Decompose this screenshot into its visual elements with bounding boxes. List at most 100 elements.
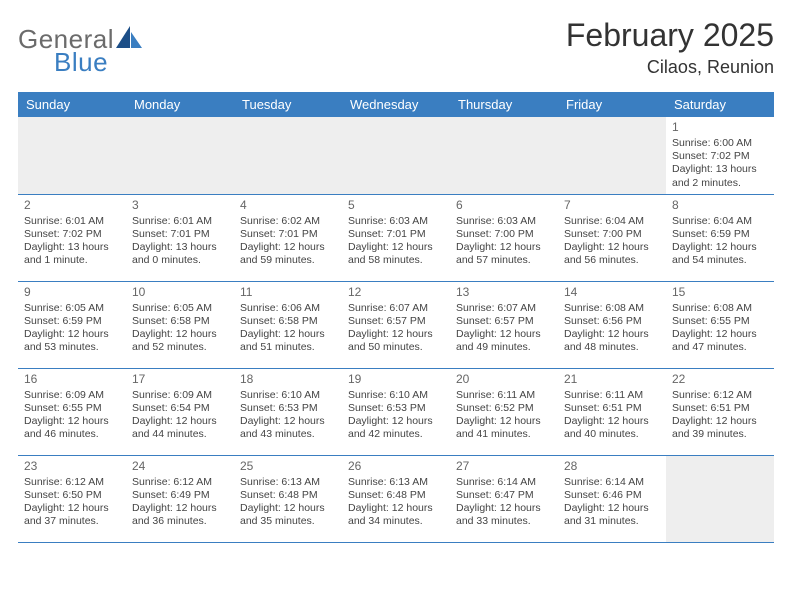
day-number: 9 <box>24 285 120 300</box>
daylight-text: Daylight: 12 hours and 53 minutes. <box>24 328 120 354</box>
sunrise-text: Sunrise: 6:09 AM <box>132 389 228 402</box>
location: Cilaos, Reunion <box>566 57 774 78</box>
daylight-text: Daylight: 13 hours and 0 minutes. <box>132 241 228 267</box>
dayhead-monday: Monday <box>126 92 234 117</box>
day-number: 17 <box>132 372 228 387</box>
day-number: 3 <box>132 198 228 213</box>
daylight-text: Daylight: 12 hours and 59 minutes. <box>240 241 336 267</box>
calendar-cell: 15Sunrise: 6:08 AMSunset: 6:55 PMDayligh… <box>666 282 774 368</box>
dayhead-tuesday: Tuesday <box>234 92 342 117</box>
sunset-text: Sunset: 7:02 PM <box>672 150 768 163</box>
calendar-cell: 9Sunrise: 6:05 AMSunset: 6:59 PMDaylight… <box>18 282 126 368</box>
daylight-text: Daylight: 12 hours and 54 minutes. <box>672 241 768 267</box>
sunset-text: Sunset: 6:56 PM <box>564 315 660 328</box>
calendar-cell: 2Sunrise: 6:01 AMSunset: 7:02 PMDaylight… <box>18 195 126 281</box>
day-number: 25 <box>240 459 336 474</box>
calendar-week: 2 Sunrise: 6:01 AMSunset: 7:02 PM Daylight… <box>18 195 774 282</box>
daylight-text: Daylight: 12 hours and 49 minutes. <box>456 328 552 354</box>
sunset-text: Sunset: 6:51 PM <box>564 402 660 415</box>
calendar-cell: 16Sunrise: 6:09 AMSunset: 6:55 PMDayligh… <box>18 369 126 455</box>
calendar-cell: 25Sunrise: 6:13 AMSunset: 6:48 PMDayligh… <box>234 456 342 542</box>
sunset-text: Sunset: 6:57 PM <box>456 315 552 328</box>
logo-text-blue: Blue <box>54 47 142 78</box>
daylight-text: Daylight: 12 hours and 47 minutes. <box>672 328 768 354</box>
calendar-day-headers: Sunday Monday Tuesday Wednesday Thursday… <box>18 92 774 117</box>
sunrise-text: Sunrise: 6:10 AM <box>348 389 444 402</box>
calendar-cell: 27Sunrise: 6:14 AMSunset: 6:47 PMDayligh… <box>450 456 558 542</box>
sunrise-text: Sunrise: 6:13 AM <box>348 476 444 489</box>
calendar-cell: 22Sunrise: 6:12 AMSunset: 6:51 PMDayligh… <box>666 369 774 455</box>
calendar-cell-empty <box>234 117 342 194</box>
sunset-text: Sunset: 6:49 PM <box>132 489 228 502</box>
dayhead-saturday: Saturday <box>666 92 774 117</box>
dayhead-wednesday: Wednesday <box>342 92 450 117</box>
sunset-text: Sunset: 6:51 PM <box>672 402 768 415</box>
calendar-cell: 28Sunrise: 6:14 AMSunset: 6:46 PMDayligh… <box>558 456 666 542</box>
sunset-text: Sunset: 6:46 PM <box>564 489 660 502</box>
sunset-text: Sunset: 6:58 PM <box>240 315 336 328</box>
calendar-week: 9Sunrise: 6:05 AMSunset: 6:59 PMDaylight… <box>18 282 774 369</box>
title-block: February 2025 Cilaos, Reunion <box>566 18 774 78</box>
day-number: 13 <box>456 285 552 300</box>
sunrise-text: Sunrise: 6:09 AM <box>24 389 120 402</box>
sunrise-text: Sunrise: 6:04 AM <box>672 215 768 228</box>
day-number: 7 <box>564 198 660 213</box>
day-number: 2 <box>24 198 120 213</box>
sunset-text: Sunset: 7:00 PM <box>456 228 552 241</box>
day-number: 18 <box>240 372 336 387</box>
sunrise-text: Sunrise: 6:03 AM <box>456 215 552 228</box>
dayhead-thursday: Thursday <box>450 92 558 117</box>
daylight-text: Daylight: 12 hours and 36 minutes. <box>132 502 228 528</box>
sunrise-text: Sunrise: 6:08 AM <box>672 302 768 315</box>
day-number: 4 <box>240 198 336 213</box>
sunset-text: Sunset: 7:02 PM <box>24 228 120 241</box>
daylight-text: Daylight: 12 hours and 43 minutes. <box>240 415 336 441</box>
sunset-text: Sunset: 6:58 PM <box>132 315 228 328</box>
sunset-text: Sunset: 6:48 PM <box>240 489 336 502</box>
daylight-text: Daylight: 12 hours and 50 minutes. <box>348 328 444 354</box>
sunset-text: Sunset: 7:01 PM <box>240 228 336 241</box>
calendar-cell: 5Sunrise: 6:03 AMSunset: 7:01 PMDaylight… <box>342 195 450 281</box>
sunrise-text: Sunrise: 6:05 AM <box>132 302 228 315</box>
calendar-cell-empty <box>666 456 774 542</box>
sunrise-text: Sunrise: 6:12 AM <box>672 389 768 402</box>
calendar-cell-empty <box>342 117 450 194</box>
daylight-text: Daylight: 12 hours and 41 minutes. <box>456 415 552 441</box>
calendar-cell-empty <box>558 117 666 194</box>
dayhead-friday: Friday <box>558 92 666 117</box>
daylight-text: Daylight: 12 hours and 35 minutes. <box>240 502 336 528</box>
calendar-cell: 17Sunrise: 6:09 AMSunset: 6:54 PMDayligh… <box>126 369 234 455</box>
day-number: 5 <box>348 198 444 213</box>
calendar-cell: 26Sunrise: 6:13 AMSunset: 6:48 PMDayligh… <box>342 456 450 542</box>
sunrise-text: Sunrise: 6:11 AM <box>456 389 552 402</box>
calendar-cell: 12Sunrise: 6:07 AMSunset: 6:57 PMDayligh… <box>342 282 450 368</box>
sunrise-text: Sunrise: 6:11 AM <box>564 389 660 402</box>
daylight-text: Daylight: 12 hours and 37 minutes. <box>24 502 120 528</box>
month-title: February 2025 <box>566 18 774 53</box>
day-number: 19 <box>348 372 444 387</box>
day-number: 20 <box>456 372 552 387</box>
sunrise-text: Sunrise: 6:00 AM <box>672 137 768 150</box>
day-number: 23 <box>24 459 120 474</box>
daylight-text: Daylight: 13 hours and 2 minutes. <box>672 163 768 189</box>
sunrise-text: Sunrise: 6:07 AM <box>456 302 552 315</box>
daylight-text: Daylight: 12 hours and 31 minutes. <box>564 502 660 528</box>
daylight-text: Daylight: 12 hours and 57 minutes. <box>456 241 552 267</box>
sunset-text: Sunset: 6:59 PM <box>24 315 120 328</box>
calendar-week: 23Sunrise: 6:12 AMSunset: 6:50 PMDayligh… <box>18 456 774 543</box>
sunset-text: Sunset: 6:50 PM <box>24 489 120 502</box>
sunset-text: Sunset: 6:53 PM <box>240 402 336 415</box>
sunset-text: Sunset: 6:47 PM <box>456 489 552 502</box>
daylight-text: Daylight: 12 hours and 51 minutes. <box>240 328 336 354</box>
calendar-cell: 18 Sunrise: 6:10 AMSunset: 6:53 PMDayligh… <box>234 369 342 455</box>
day-number: 22 <box>672 372 768 387</box>
sunrise-text: Sunrise: 6:10 AM <box>240 389 336 402</box>
sunrise-text: Sunrise: 6:07 AM <box>348 302 444 315</box>
day-number: 6 <box>456 198 552 213</box>
sunrise-text: Sunrise: 6:08 AM <box>564 302 660 315</box>
logo: General Blue <box>18 24 142 78</box>
sunrise-text: Sunrise: 6:01 AM <box>24 215 120 228</box>
day-number: 11 <box>240 285 336 300</box>
day-number: 21 <box>564 372 660 387</box>
calendar-cell: 13 Sunrise: 6:07 AMSunset: 6:57 PMDayligh… <box>450 282 558 368</box>
